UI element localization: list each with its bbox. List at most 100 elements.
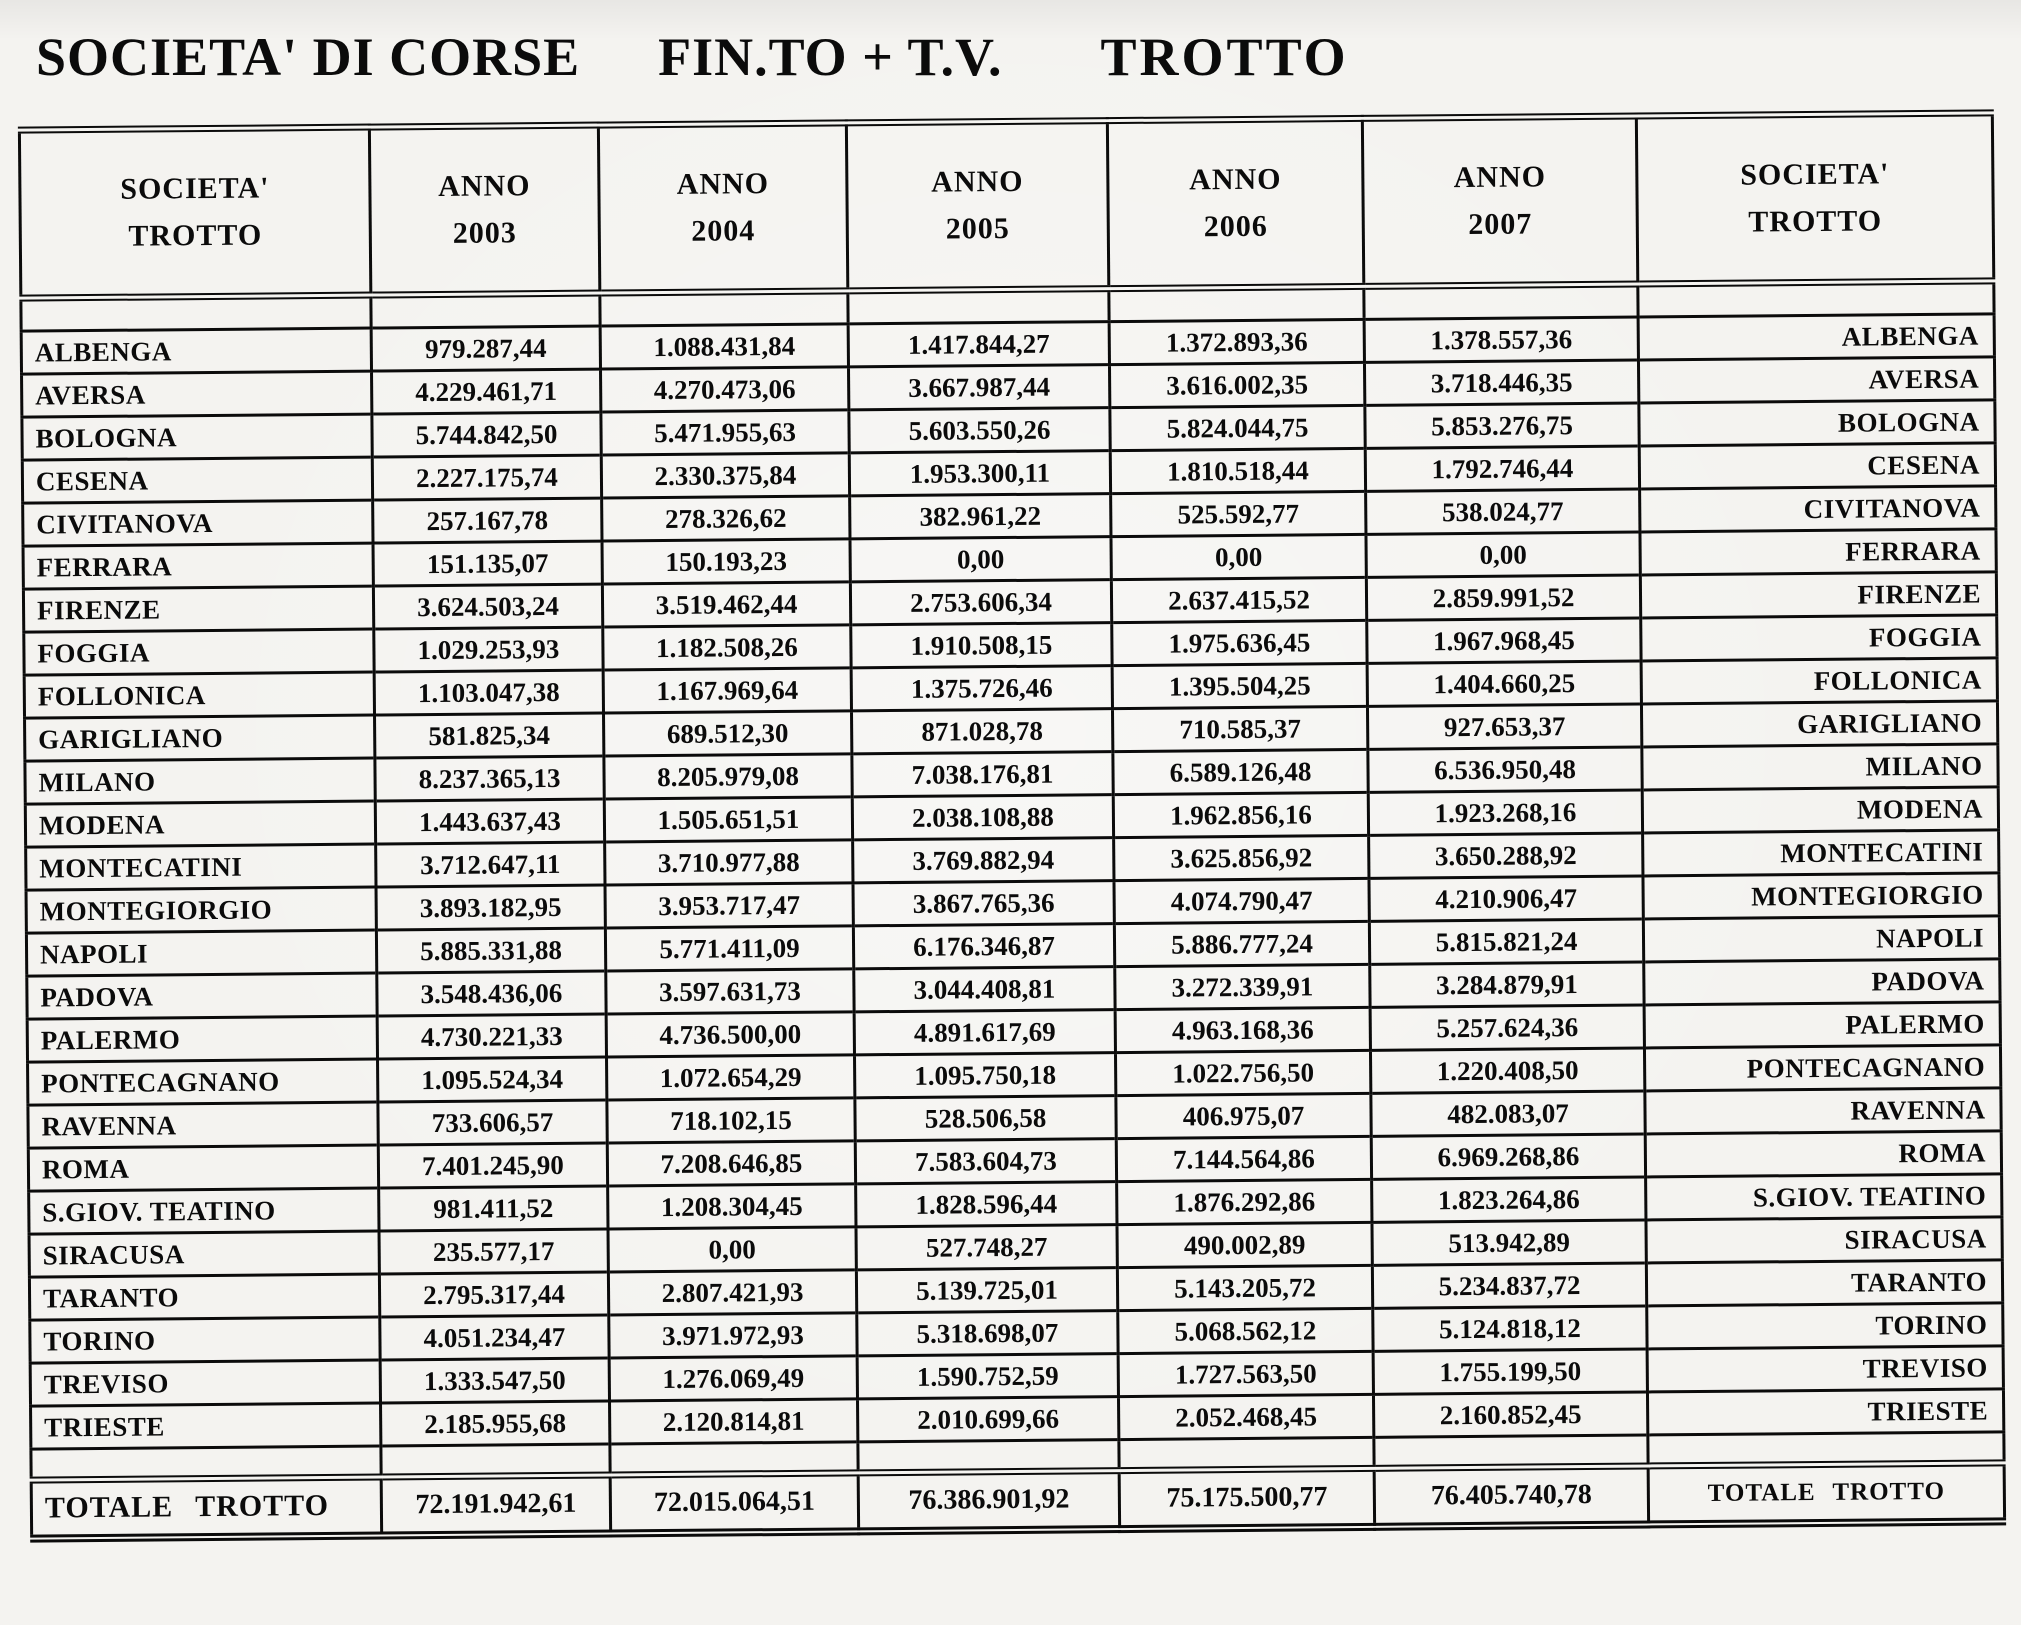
header-anno-2003: ANNO 2003 xyxy=(369,125,600,296)
society-name-cell: NAPOLI xyxy=(26,930,377,977)
right-society-name-cell: MONTECATINI xyxy=(1642,829,1999,876)
value-cell: 3.712.647,11 xyxy=(375,842,606,888)
right-society-name-cell: TRIESTE xyxy=(1647,1388,2004,1435)
value-cell: 1.876.292,86 xyxy=(1116,1179,1372,1225)
right-society-name-cell: MONTEGIORGIO xyxy=(1642,872,2000,919)
value-cell: 3.284.879,91 xyxy=(1369,961,1645,1008)
value-cell: 1.417.844,27 xyxy=(848,321,1110,367)
value-cell: 5.885.331,88 xyxy=(376,928,606,974)
society-name-cell: MILANO xyxy=(24,758,376,805)
society-name-cell: SIRACUSA xyxy=(29,1231,380,1278)
value-cell: 6.536.950,48 xyxy=(1367,746,1643,793)
value-cell: 7.401.245,90 xyxy=(378,1143,608,1189)
header-anno-2004: ANNO 2004 xyxy=(598,122,848,294)
value-cell: 3.710.977,88 xyxy=(604,839,853,886)
value-cell: 2.753.606,34 xyxy=(850,579,1112,625)
header-anno-label: ANNO xyxy=(931,164,1024,199)
society-name-cell: PONTECAGNANO xyxy=(27,1059,378,1106)
value-cell: 7.583.604,73 xyxy=(855,1138,1117,1184)
header-society-right: SOCIETA' TROTTO xyxy=(1636,112,1994,285)
right-society-name-cell: TORINO xyxy=(1646,1302,2004,1349)
header-year-value: 2006 xyxy=(1203,209,1268,243)
total-value-2004: 72.015.064,51 xyxy=(610,1472,859,1534)
header-year-value: 2007 xyxy=(1468,206,1533,241)
total-value-2003: 72.191.942,61 xyxy=(381,1475,611,1536)
value-cell: 525.592,77 xyxy=(1110,491,1366,537)
value-cell: 2.010.699,66 xyxy=(857,1396,1119,1442)
society-name-cell: TREVISO xyxy=(30,1360,381,1407)
value-cell: 2.185.955,68 xyxy=(380,1401,610,1447)
spacer-cell xyxy=(609,1441,859,1476)
value-cell: 1.975.636,45 xyxy=(1111,620,1368,666)
value-cell: 2.120.814,81 xyxy=(609,1398,858,1445)
society-name-cell: S.GIOV. TEATINO xyxy=(28,1188,380,1235)
value-cell: 1.727.563,50 xyxy=(1118,1351,1374,1397)
society-name-cell: AVERSA xyxy=(21,371,372,418)
right-society-name-cell: CESENA xyxy=(1639,442,1996,489)
value-cell: 1.022.756,50 xyxy=(1115,1050,1371,1096)
value-cell: 981.411,52 xyxy=(378,1186,609,1232)
value-cell: 5.471.955,63 xyxy=(600,409,850,456)
spacer-cell xyxy=(1118,1437,1375,1471)
society-name-cell: MONTEGIORGIO xyxy=(26,887,377,934)
value-cell: 2.859.991,52 xyxy=(1366,574,1641,621)
right-society-name-cell: AVERSA xyxy=(1638,356,1995,404)
header-anno-2007: ANNO 2007 xyxy=(1362,116,1638,287)
value-cell: 689.512,30 xyxy=(603,710,852,757)
spacer-cell xyxy=(1108,286,1365,322)
total-value-2007: 76.405.740,78 xyxy=(1374,1465,1649,1527)
value-cell: 3.769.882,94 xyxy=(852,837,1114,883)
right-society-name-cell: MILANO xyxy=(1641,743,1999,790)
value-cell: 2.227.175,74 xyxy=(372,455,602,501)
spacer-cell xyxy=(1647,1431,2005,1466)
value-cell: 4.210.906,47 xyxy=(1368,875,1644,922)
society-name-cell: MODENA xyxy=(25,801,376,848)
spacer-cell xyxy=(20,295,372,332)
title-trotto: TROTTO xyxy=(1100,27,1349,87)
value-cell: 6.969.268,86 xyxy=(1371,1133,1646,1180)
header-society-left-line1: SOCIETA' xyxy=(120,171,270,206)
value-cell: 1.967.968,45 xyxy=(1366,617,1642,664)
trotto-table: SOCIETA' TROTTO ANNO 2003 ANNO 2004 ANNO… xyxy=(17,109,2007,1543)
spacer-cell xyxy=(599,290,849,327)
right-society-name-cell: ALBENGA xyxy=(1638,313,1995,361)
value-cell: 5.139.725,01 xyxy=(856,1267,1118,1313)
value-cell: 3.597.631,73 xyxy=(605,968,855,1015)
value-cell: 2.160.852,45 xyxy=(1373,1391,1648,1438)
right-society-name-cell: PALERMO xyxy=(1644,1001,2001,1048)
value-cell: 718.102,15 xyxy=(606,1097,856,1144)
society-name-cell: TARANTO xyxy=(29,1274,380,1321)
value-cell: 1.372.893,36 xyxy=(1109,319,1365,365)
value-cell: 8.205.979,08 xyxy=(603,753,853,800)
value-cell: 5.824.044,75 xyxy=(1109,405,1366,451)
society-name-cell: TORINO xyxy=(29,1317,381,1364)
header-anno-label: ANNO xyxy=(1453,160,1547,195)
value-cell: 1.443.637,43 xyxy=(375,799,605,845)
value-cell: 3.044.408,81 xyxy=(853,966,1116,1012)
value-cell: 5.068.562,12 xyxy=(1117,1308,1374,1354)
right-society-name-cell: FOGGIA xyxy=(1640,614,1998,661)
value-cell: 5.234.837,72 xyxy=(1372,1262,1647,1309)
value-cell: 482.083,07 xyxy=(1370,1090,1646,1137)
value-cell: 1.208.304,45 xyxy=(607,1183,856,1230)
spacer-cell xyxy=(847,288,1110,324)
society-name-cell: TRIESTE xyxy=(30,1403,381,1450)
header-society-left-line2: TROTTO xyxy=(128,218,263,253)
header-year-value: 2005 xyxy=(945,211,1010,246)
value-cell: 1.590.752,59 xyxy=(857,1353,1119,1399)
value-cell: 3.718.446,35 xyxy=(1364,360,1639,406)
value-cell: 1.395.504,25 xyxy=(1112,663,1368,709)
value-cell: 5.603.550,26 xyxy=(848,407,1111,453)
value-cell: 1.910.508,15 xyxy=(850,622,1113,668)
right-society-name-cell: TREVISO xyxy=(1647,1345,2004,1392)
value-cell: 4.074.790,47 xyxy=(1113,878,1370,924)
value-cell: 1.378.557,36 xyxy=(1364,317,1639,363)
value-cell: 871.028,78 xyxy=(851,708,1113,754)
total-label-right: TOTALE TROTTO xyxy=(1648,1462,2005,1524)
value-cell: 527.748,27 xyxy=(855,1224,1118,1270)
society-name-cell: BOLOGNA xyxy=(21,414,373,461)
header-year-value: 2004 xyxy=(691,213,756,248)
value-cell: 5.771.411,09 xyxy=(605,925,854,972)
right-society-name-cell: FOLLONICA xyxy=(1641,657,1998,704)
value-cell: 3.519.462,44 xyxy=(602,581,851,628)
